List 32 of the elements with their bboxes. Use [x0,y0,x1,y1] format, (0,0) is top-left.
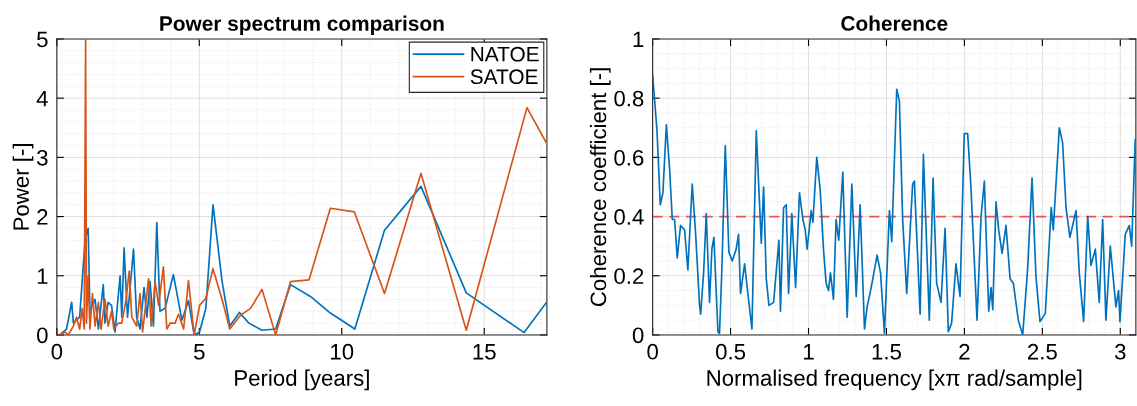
x-tick-label: 0 [51,343,63,360]
y-tick-label: 0 [632,327,644,344]
x-tick-label: 15 [473,344,496,360]
x-tick-label: 0.5 [716,343,746,360]
y-tick-label: 0.8 [614,90,644,107]
x-axis-title: Period [years] [235,369,369,391]
legend-label: NATOE [471,46,539,62]
y-tick-label: 0.6 [614,149,644,166]
y-tick-label: 0 [37,327,48,344]
y-tick-label: 1 [633,31,644,48]
x-tick-label: 0 [647,343,658,360]
y-tick-label: 5 [37,31,48,48]
x-tick-label: 2 [959,343,970,360]
y-tick-label: 2 [37,209,48,225]
y-tick-label: 0.2 [614,268,644,285]
x-tick-label: 1 [804,344,814,360]
x-tick-label: 5 [194,344,205,360]
y-tick-label: 3 [37,149,48,166]
x-tick-label: 3 [1114,343,1126,360]
x-axis-title: Normalised frequency [xπ rad/sample] [707,369,1082,391]
line-series [58,38,547,335]
x-tick-label: 10 [331,343,354,360]
legend-label: SATOE [470,69,538,85]
y-axis-title: Coherence coefficient [-] [589,68,611,307]
y-tick-label: 1 [37,268,48,284]
chart-title: Power spectrum comparison [160,15,444,35]
x-tick-label: 2.5 [1028,343,1057,360]
y-axis-title: Power [-] [12,144,34,230]
y-tick-label: 4 [36,90,48,107]
x-tick-label: 1.5 [872,344,901,360]
y-tick-label: 0.4 [614,209,644,225]
chart-title: Coherence [841,15,948,31]
